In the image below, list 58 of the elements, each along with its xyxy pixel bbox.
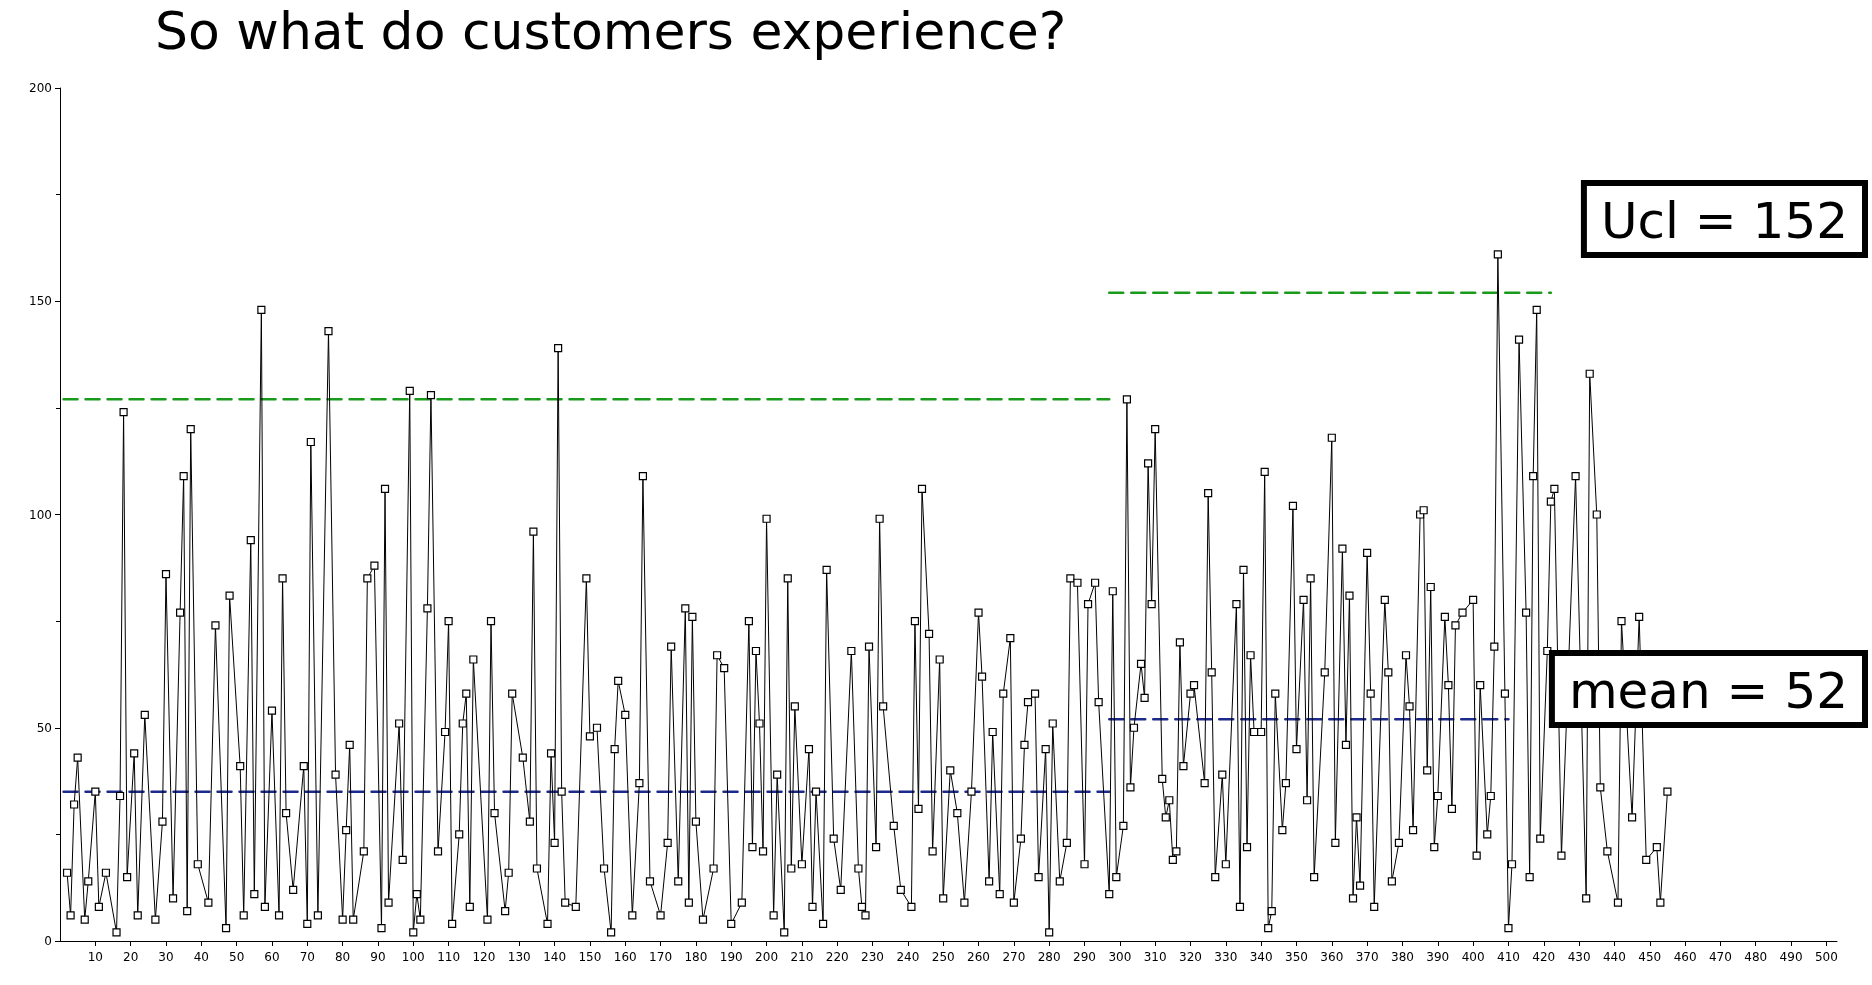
x-tick-label: 380	[1391, 950, 1414, 964]
x-tick-label: 60	[264, 950, 280, 964]
x-tick-label: 430	[1567, 950, 1591, 964]
x-tick-label: 490	[1779, 950, 1803, 964]
x-tick-label: 310	[1143, 950, 1167, 964]
x-tick-label: 210	[790, 950, 814, 964]
x-tick-label: 240	[896, 950, 920, 964]
x-tick-label: 340	[1249, 950, 1273, 964]
x-tick-label: 10	[87, 950, 103, 964]
x-tick-label: 300	[1108, 950, 1132, 964]
x-tick-label: 190	[719, 950, 743, 964]
x-tick-label: 230	[861, 950, 884, 964]
x-tick-label: 160	[613, 950, 637, 964]
x-tick-label: 500	[1814, 950, 1838, 964]
x-tick-label: 140	[543, 950, 567, 964]
x-tick-label: 320	[1179, 950, 1202, 964]
x-tick-label: 270	[1002, 950, 1026, 964]
x-tick-label: 40	[193, 950, 209, 964]
x-tick-label: 460	[1673, 950, 1697, 964]
x-tick-label: 250	[931, 950, 955, 964]
x-tick-label: 200	[755, 950, 779, 964]
chart-title: So what do customers experience?	[155, 1, 1067, 61]
x-tick-label: 420	[1532, 950, 1556, 964]
y-tick-label: 150	[29, 294, 52, 309]
x-tick-label: 290	[1073, 950, 1096, 964]
x-tick-label: 360	[1320, 950, 1344, 964]
x-tick-label: 70	[299, 950, 315, 964]
x-tick-label: 450	[1638, 950, 1662, 964]
x-tick-label: 80	[334, 950, 351, 964]
y-tick-label: 0	[44, 934, 52, 948]
x-tick-label: 470	[1708, 950, 1732, 964]
x-tick-label: 130	[507, 950, 531, 964]
x-tick-label: 350	[1285, 950, 1308, 964]
x-tick-label: 180	[684, 950, 708, 964]
y-tick-label: 100	[29, 507, 52, 522]
x-tick-label: 20	[123, 950, 139, 964]
x-tick-label: 90	[370, 950, 386, 964]
x-tick-label: 220	[825, 950, 849, 964]
x-tick-label: 410	[1497, 950, 1520, 964]
x-tick-label: 400	[1461, 950, 1485, 964]
x-tick-label: 100	[401, 950, 425, 964]
annotation: Ucl = 152	[1600, 192, 1849, 250]
x-tick-label: 170	[649, 950, 673, 964]
x-tick-label: 120	[472, 950, 496, 964]
y-tick-label: 50	[36, 720, 52, 735]
x-tick-label: 50	[229, 950, 245, 964]
x-tick-label: 260	[967, 950, 990, 964]
y-tick-label: 200	[29, 81, 52, 95]
x-tick-label: 370	[1355, 950, 1379, 964]
x-tick-label: 390	[1426, 950, 1450, 964]
x-tick-label: 480	[1744, 950, 1768, 964]
x-tick-label: 330	[1214, 950, 1238, 964]
x-tick-label: 110	[437, 950, 461, 964]
annotation: mean = 52	[1568, 662, 1849, 720]
x-tick-label: 150	[578, 950, 602, 964]
x-tick-label: 30	[158, 950, 174, 964]
x-tick-label: 280	[1037, 950, 1061, 964]
x-tick-label: 440	[1602, 950, 1626, 964]
